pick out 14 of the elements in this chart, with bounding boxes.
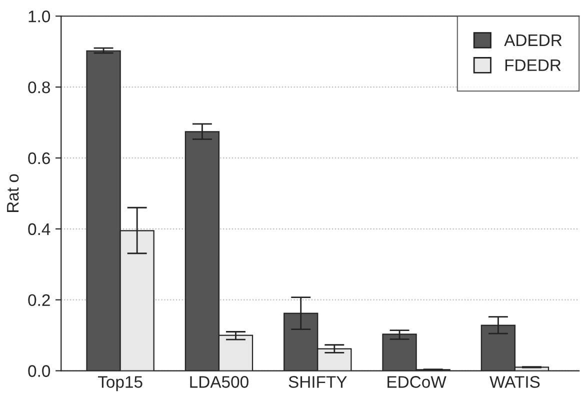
y-tick-label: 1.0 [28,10,50,22]
y-tick-label: 0.8 [28,81,50,94]
x-tick-label: Top15 [98,376,142,392]
y-tick-label: 0.4 [28,223,50,236]
y-axis-title: Rat o [7,174,19,212]
y-tick-label: 0.0 [28,365,50,377]
x-tick-label: WATIS [490,376,540,388]
legend-label: FDEDR [505,59,561,71]
legend-label: ADEDR [504,34,562,46]
x-tick-label: LDA500 [190,376,248,388]
x-tick-label: SHIFTY [288,376,347,388]
y-tick-label: 0.2 [28,294,50,306]
x-tick-label: EDCoW [388,376,446,388]
y-tick-label: 0.6 [28,152,50,164]
